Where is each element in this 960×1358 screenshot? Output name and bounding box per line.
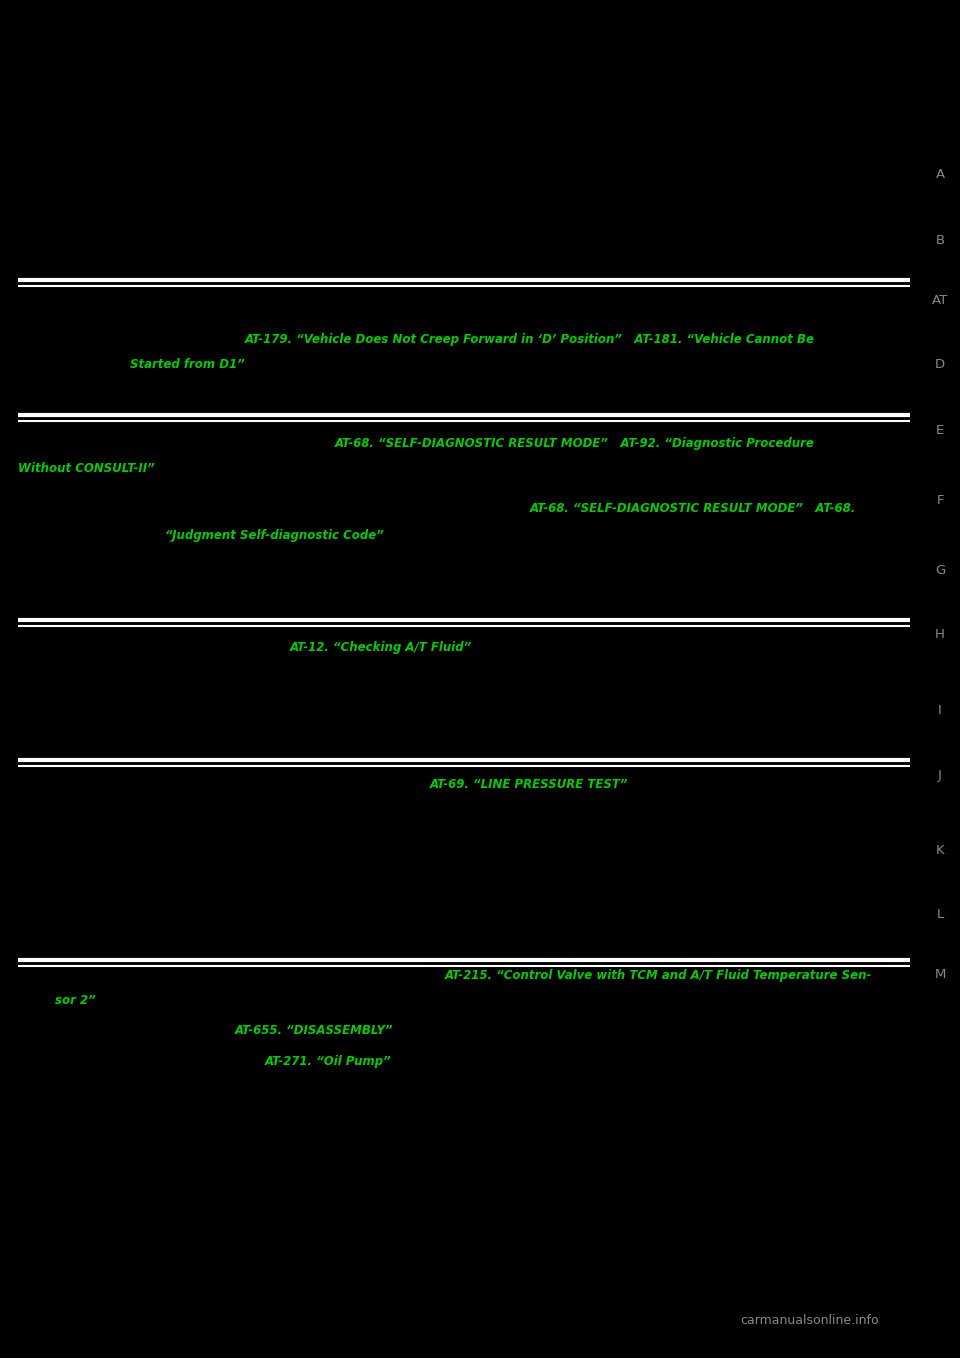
Text: L: L	[936, 909, 944, 922]
Text: AT-68. “SELF-DIAGNOSTIC RESULT MODE”   AT-92. “Diagnostic Procedure: AT-68. “SELF-DIAGNOSTIC RESULT MODE” AT-…	[335, 436, 815, 449]
Text: M: M	[934, 968, 946, 982]
Text: H: H	[935, 629, 945, 641]
Text: carmanualsonline.info: carmanualsonline.info	[741, 1313, 879, 1327]
Text: AT-655. “DISASSEMBLY”: AT-655. “DISASSEMBLY”	[235, 1024, 394, 1036]
Text: AT-215. “Control Valve with TCM and A/T Fluid Temperature Sen-: AT-215. “Control Valve with TCM and A/T …	[445, 968, 873, 982]
Text: A: A	[935, 168, 945, 182]
Text: B: B	[935, 234, 945, 247]
Text: Started from D1”: Started from D1”	[130, 359, 245, 372]
Text: AT-179. “Vehicle Does Not Creep Forward in ‘D’ Position”   AT-181. “Vehicle Cann: AT-179. “Vehicle Does Not Creep Forward …	[245, 334, 815, 346]
Text: AT: AT	[932, 293, 948, 307]
Text: K: K	[936, 843, 945, 857]
Text: “Judgment Self-diagnostic Code”: “Judgment Self-diagnostic Code”	[165, 528, 384, 542]
Text: Without CONSULT-II”: Without CONSULT-II”	[18, 462, 155, 474]
Text: F: F	[936, 493, 944, 507]
Text: J: J	[938, 769, 942, 781]
Text: AT-271. “Oil Pump”: AT-271. “Oil Pump”	[265, 1055, 392, 1069]
Text: AT-68. “SELF-DIAGNOSTIC RESULT MODE”   AT-68.: AT-68. “SELF-DIAGNOSTIC RESULT MODE” AT-…	[530, 501, 856, 515]
Text: AT-69. “LINE PRESSURE TEST”: AT-69. “LINE PRESSURE TEST”	[430, 778, 629, 792]
Text: G: G	[935, 564, 946, 577]
Text: AT-12. “Checking A/T Fluid”: AT-12. “Checking A/T Fluid”	[290, 641, 472, 655]
Text: D: D	[935, 359, 945, 372]
Text: sor 2”: sor 2”	[55, 994, 96, 1006]
Text: E: E	[936, 424, 944, 436]
Text: I: I	[938, 703, 942, 717]
